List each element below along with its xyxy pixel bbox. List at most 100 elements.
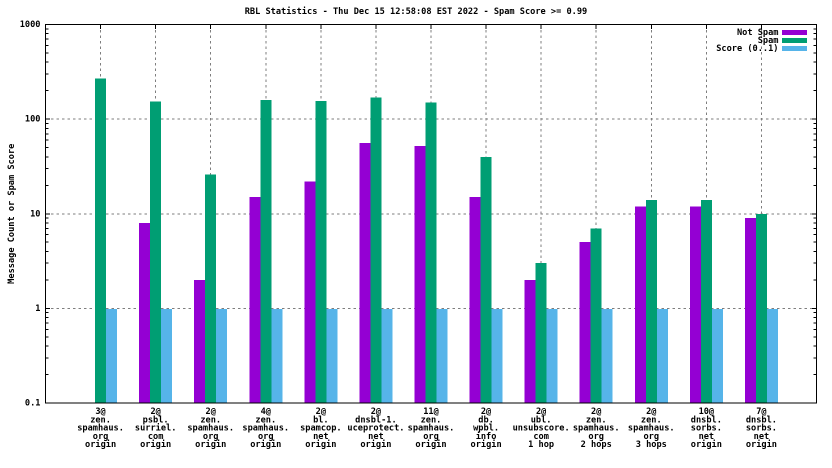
xtick-label-line: zen. [255, 414, 276, 425]
xtick-label-line: wpbl. [473, 423, 499, 434]
bar-not-spam [689, 206, 701, 403]
xtick-label-line: origin [691, 439, 722, 450]
xtick-label-line: org [93, 431, 109, 442]
xtick-label-line: 2 hops [581, 439, 612, 450]
bar-not-spam [744, 218, 756, 403]
bar-spam [205, 174, 217, 403]
bar-not-spam [524, 279, 536, 403]
xtick-label-line: spamhaus. [242, 423, 289, 434]
bar-score-0-1 [106, 309, 118, 403]
bar-score-0-1 [656, 309, 668, 403]
xtick-label-line: net [368, 431, 384, 442]
xtick-label-line: sorbs. [746, 423, 777, 434]
xtick-label-line: 11@ [423, 406, 439, 417]
xtick-label-line: zen. [200, 414, 221, 425]
xtick-label-line: 2@ [150, 406, 161, 417]
xtick-label-line: org [423, 431, 439, 442]
xtick-label-line: 3 hops [636, 439, 667, 450]
bar-spam [425, 102, 437, 403]
xtick-label-line: surriel. [135, 423, 177, 434]
bar-spam [535, 263, 547, 403]
xtick-label-line: 2@ [536, 406, 547, 417]
bar-spam [645, 199, 657, 403]
bar-score-0-1 [161, 309, 173, 403]
xtick-label-line: origin [140, 439, 171, 450]
bar-spam [95, 78, 107, 404]
xtick-label-line: ubl. [531, 414, 552, 425]
ytick-label: 100 [25, 114, 41, 125]
xtick-label-line: spamcop. [300, 423, 342, 434]
bar-spam [480, 156, 492, 403]
bar-score-0-1 [711, 309, 723, 403]
xtick-label-line: net [754, 431, 770, 442]
ytick-label: 1 [35, 303, 41, 314]
xtick-label-line: origin [195, 439, 226, 450]
xtick-label-line: origin [415, 439, 446, 450]
xtick-label-line: info [476, 431, 497, 442]
bar-score-0-1 [216, 309, 228, 403]
legend-swatch-not-spam [782, 30, 807, 35]
xtick-label-line: zen. [641, 414, 662, 425]
bar-not-spam [249, 197, 261, 403]
xtick-label-line: origin [471, 439, 502, 450]
xtick-label-line: origin [305, 439, 336, 450]
bar-spam [755, 213, 767, 403]
xtick-label-line: 2@ [371, 406, 382, 417]
xtick-label-line: 2@ [316, 406, 327, 417]
legend-swatch-spam [782, 38, 807, 43]
bar-score-0-1 [766, 309, 778, 403]
xtick-label-line: net [313, 431, 329, 442]
bar-score-0-1 [381, 309, 393, 403]
ytick-label: 10 [30, 208, 40, 219]
xtick-label-line: dnsbl. [746, 414, 777, 425]
bar-score-0-1 [491, 309, 503, 403]
ytick-label: 1000 [20, 19, 41, 30]
bar-spam [150, 101, 162, 404]
xtick-label-line: 2@ [206, 406, 217, 417]
bar-score-0-1 [326, 309, 338, 403]
xtick-label-line: sorbs. [691, 423, 722, 434]
xtick-label-line: 2@ [591, 406, 602, 417]
xtick-label-line: spamhaus. [573, 423, 620, 434]
xtick-label-line: 2@ [481, 406, 492, 417]
bar-not-spam [414, 145, 426, 404]
bar-not-spam [579, 242, 591, 403]
xtick-label-line: org [588, 431, 604, 442]
xtick-label-line: dnsbl. [691, 414, 722, 425]
xtick-label-line: origin [250, 439, 281, 450]
legend-label-not-spam: Not Spam [737, 27, 779, 38]
bar-not-spam [139, 222, 151, 403]
legend-label-spam: Spam [758, 35, 779, 46]
xtick-label-line: zen. [421, 414, 442, 425]
xtick-label-line: com [533, 431, 549, 442]
xtick-label-line: 2@ [646, 406, 657, 417]
xtick-label-line: origin [360, 439, 391, 450]
y-axis-label: Message Count or Spam Score [6, 143, 17, 284]
xtick-label-line: 3@ [95, 406, 106, 417]
bar-not-spam [359, 142, 371, 404]
xtick-label-line: dnsbl-1. [355, 414, 397, 425]
bar-not-spam [194, 279, 206, 403]
xtick-label-line: bl. [313, 414, 329, 425]
bar-not-spam [634, 206, 646, 403]
chart-title: RBL Statistics - Thu Dec 15 12:58:08 EST… [245, 6, 588, 17]
xtick-label-line: spamhaus. [187, 423, 234, 434]
bar-spam [260, 99, 272, 403]
xtick-label-line: org [258, 431, 274, 442]
xtick-label-line: spamhaus. [628, 423, 675, 434]
xtick-label-line: spamhaus. [408, 423, 455, 434]
xtick-label-line: 10@ [699, 406, 715, 417]
xtick-label-line: spamhaus. [77, 423, 124, 434]
xtick-label-line: 1 hop [528, 439, 554, 450]
bar-spam [370, 97, 382, 403]
xtick-label-line: origin [85, 439, 116, 450]
xtick-label-line: zen. [586, 414, 607, 425]
bar-score-0-1 [436, 309, 448, 403]
xtick-label-line: org [203, 431, 219, 442]
bar-spam [315, 101, 327, 403]
xtick-label-line: unsubscore. [513, 423, 570, 434]
xtick-label-line: origin [746, 439, 777, 450]
bar-score-0-1 [601, 309, 613, 403]
ytick-label: 0.1 [25, 398, 41, 409]
